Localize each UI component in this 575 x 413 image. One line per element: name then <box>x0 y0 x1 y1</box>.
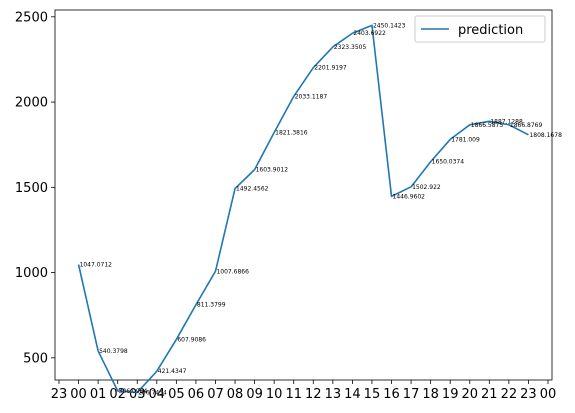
y-axis: 500 1000 1500 2000 2500 <box>15 10 55 366</box>
x-axis: 23 00 01 02 03 04 05 06 07 08 09 10 11 12 13 14 15 16 17 18… <box>51 380 557 402</box>
x-tick-label: 07 <box>207 387 224 402</box>
x-tick-label: 16 <box>383 387 400 402</box>
data-label: 1781.009 <box>451 136 480 143</box>
data-label: 540.3798 <box>99 348 128 355</box>
x-tick-label: 09 <box>246 387 263 402</box>
x-tick-label: 03 <box>129 387 146 402</box>
data-label: 296.7454 <box>138 389 167 396</box>
prediction-line <box>77 24 529 394</box>
y-tick-label: 500 <box>23 351 48 366</box>
y-tick-label: 2500 <box>15 10 48 25</box>
x-tick-label: 08 <box>227 387 244 402</box>
data-label: 1650.0374 <box>432 159 465 166</box>
x-tick-label: 05 <box>168 387 185 402</box>
data-label: 1603.9012 <box>256 167 289 174</box>
data-label: 2323.3505 <box>334 44 367 51</box>
data-label: 1446.9602 <box>393 193 426 200</box>
x-tick-label: 13 <box>325 387 342 402</box>
x-tick-label: 19 <box>442 387 459 402</box>
data-label: 2201.9197 <box>314 65 347 72</box>
data-label: 1866.5875 <box>471 122 504 129</box>
plot-area-border <box>54 9 553 381</box>
x-tick-label: 18 <box>422 387 439 402</box>
data-label: 1821.3816 <box>275 130 308 137</box>
data-label: 2033.1187 <box>295 93 328 100</box>
x-tick-label: 14 <box>344 387 361 402</box>
x-tick-label: 00 <box>540 387 557 402</box>
y-tick-label: 2000 <box>15 96 48 111</box>
x-tick-label: 17 <box>403 387 420 402</box>
data-label: 1887.1288 <box>490 118 523 125</box>
legend: prediction <box>414 15 546 43</box>
x-tick-label: 23 <box>520 387 537 402</box>
data-label: 1866.8769 <box>510 122 543 129</box>
x-tick-label: 12 <box>305 387 322 402</box>
data-label: 1502.922 <box>412 184 441 191</box>
data-label: 1007.6866 <box>216 268 249 275</box>
data-label: 811.3799 <box>197 302 226 309</box>
data-label: 1047.0712 <box>80 262 113 269</box>
data-label: 306.0964 <box>119 388 148 395</box>
data-label: 421.4347 <box>158 368 187 375</box>
data-label: 2450.1423 <box>373 22 406 29</box>
data-label: 2403.6922 <box>353 30 386 37</box>
x-tick-label: 01 <box>90 387 107 402</box>
x-tick-label: 23 <box>51 387 68 402</box>
x-tick-label: 10 <box>266 387 283 402</box>
data-label: 1492.4562 <box>236 186 269 193</box>
data-label: 1808.1678 <box>529 132 562 139</box>
x-tick-label: 20 <box>461 387 478 402</box>
legend-label: prediction <box>458 23 523 38</box>
x-tick-label: 21 <box>481 387 498 402</box>
series-layer <box>77 24 529 394</box>
legend-box <box>414 15 546 43</box>
x-tick-label: 11 <box>285 387 302 402</box>
plot-frame <box>54 9 553 381</box>
x-tick-label: 04 <box>149 387 166 402</box>
x-tick-label: 22 <box>501 387 518 402</box>
x-tick-label: 00 <box>70 387 87 402</box>
x-tick-label: 15 <box>364 387 381 402</box>
x-tick-label: 06 <box>188 387 205 402</box>
data-label: 607.9086 <box>177 336 206 343</box>
y-tick-label: 1500 <box>15 181 48 196</box>
y-tick-label: 1000 <box>15 266 48 281</box>
